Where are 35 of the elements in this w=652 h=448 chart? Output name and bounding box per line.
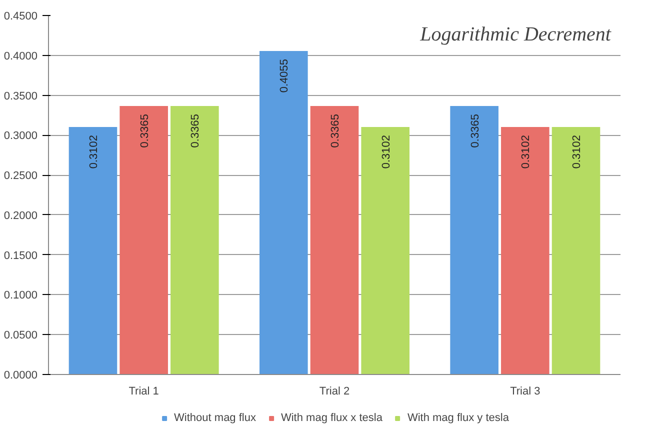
legend-label: With mag flux y tesla bbox=[407, 412, 509, 424]
x-tick-label: Trial 2 bbox=[319, 386, 350, 398]
bar bbox=[361, 127, 410, 374]
y-tick-label: 0.2500 bbox=[4, 170, 38, 182]
y-tick-label: 0.3000 bbox=[4, 130, 38, 142]
data-label: 0.3365 bbox=[330, 114, 342, 148]
data-label: 0.3102 bbox=[520, 135, 532, 169]
data-label: 0.3102 bbox=[88, 135, 100, 169]
data-label: 0.3102 bbox=[380, 135, 392, 169]
data-label: 0.3365 bbox=[190, 114, 202, 148]
bar bbox=[310, 106, 359, 374]
data-label: 0.3102 bbox=[571, 135, 584, 169]
x-tick-label: Trial 1 bbox=[128, 386, 159, 398]
data-label: 0.4055 bbox=[278, 58, 291, 93]
y-tick-label: 0.0500 bbox=[4, 330, 38, 342]
y-tick-label: 0.4000 bbox=[4, 50, 38, 62]
y-tick-label: 0.1000 bbox=[4, 290, 38, 302]
y-tick-label: 0.4500 bbox=[4, 10, 38, 22]
y-tick-label: 0.1500 bbox=[4, 250, 38, 262]
bar bbox=[501, 127, 550, 374]
y-tick-label: 0.0000 bbox=[4, 370, 38, 382]
x-tick-label: Trial 3 bbox=[510, 386, 540, 398]
legend-label: Without mag flux bbox=[174, 412, 256, 424]
data-label: 0.3365 bbox=[138, 114, 151, 148]
bar bbox=[170, 106, 219, 374]
legend-label: With mag flux x tesla bbox=[280, 412, 382, 424]
chart-title: Logarithmic Decrement bbox=[419, 24, 612, 46]
bar bbox=[552, 127, 600, 374]
y-tick-label: 0.2000 bbox=[4, 210, 38, 222]
bar bbox=[120, 106, 168, 374]
bar bbox=[450, 106, 498, 374]
y-tick-label: 0.3500 bbox=[4, 90, 38, 102]
bar bbox=[260, 51, 308, 374]
bar bbox=[68, 127, 118, 374]
data-label: 0.3365 bbox=[469, 114, 482, 148]
